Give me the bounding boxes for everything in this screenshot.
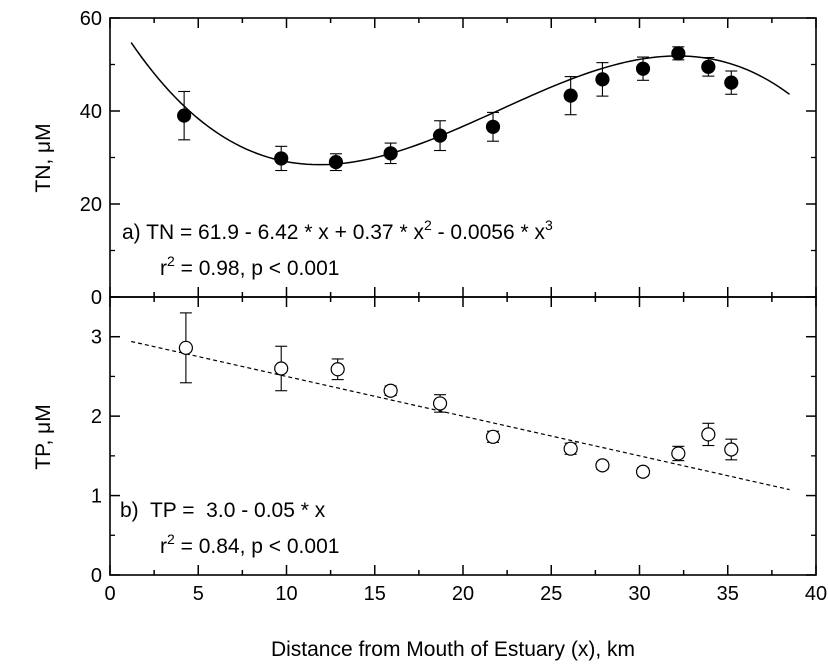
- top-data-point: [635, 61, 651, 76]
- bottom-equation-main: b) TP = 3.0 - 0.05 * x: [120, 499, 326, 522]
- top-equation-main: a) TN = 61.9 - 6.42 * x + 0.37 * x: [122, 221, 424, 244]
- bottom-data-point: [485, 429, 501, 444]
- bottom-data-point: [635, 464, 651, 479]
- top-data-point: [383, 146, 398, 161]
- bottom-data-point: [701, 427, 716, 442]
- top-y-tick-label: 40: [80, 101, 102, 123]
- top-data-point: [724, 75, 739, 90]
- bottom-data-point: [383, 383, 398, 398]
- top-data-point: [274, 151, 289, 166]
- top-data-point: [485, 119, 501, 134]
- bottom-y-axis-title: TP, μM: [32, 404, 55, 469]
- x-tick-label: 30: [628, 583, 650, 605]
- bottom-stat-r: r: [160, 535, 167, 558]
- top-stat-r: r: [160, 257, 167, 280]
- bottom-data-point: [563, 441, 578, 456]
- bottom-y-tick-label: 3: [91, 327, 102, 349]
- bottom-data-point: [595, 458, 610, 473]
- bottom-data-point: [274, 361, 289, 376]
- x-tick-label: 20: [452, 583, 474, 605]
- x-tick-label: 35: [717, 583, 739, 605]
- bottom-data-point: [671, 446, 686, 461]
- x-tick-label: 10: [275, 583, 297, 605]
- bottom-stat-rest: = 0.84, p < 0.001: [175, 535, 340, 558]
- x-axis-title: Distance from Mouth of Estuary (x), km: [271, 638, 635, 661]
- bottom-data-point: [724, 442, 739, 457]
- x-tick-label: 0: [104, 583, 115, 605]
- bottom-equation: b) TP = 3.0 - 0.05 * x: [120, 499, 326, 522]
- x-tick-label: 25: [540, 583, 562, 605]
- top-y-tick-label: 20: [80, 194, 102, 216]
- top-data-point: [563, 88, 578, 103]
- bottom-y-tick-label: 2: [91, 406, 102, 428]
- top-equation: a) TN = 61.9 - 6.42 * x + 0.37 * x2 - 0.…: [122, 217, 553, 244]
- top-statistics: r2 = 0.98, p < 0.001: [160, 253, 339, 280]
- bottom-y-tick-label: 0: [91, 565, 102, 587]
- top-data-point: [671, 46, 686, 61]
- top-stat-sup: 2: [167, 253, 175, 269]
- bottom-fit-curve: [131, 340, 790, 491]
- bottom-stat-sup: 2: [167, 531, 175, 547]
- top-data-point: [432, 128, 448, 143]
- bottom-statistics: r2 = 0.84, p < 0.001: [160, 531, 339, 558]
- top-data-point: [595, 72, 610, 87]
- top-y-tick-label: 60: [80, 8, 102, 30]
- x-tick-label: 15: [364, 583, 386, 605]
- top-data-point: [701, 59, 716, 74]
- bottom-data-point: [330, 362, 345, 377]
- top-y-axis-title: TN, μM: [32, 123, 55, 192]
- top-plot-frame: [109, 17, 817, 298]
- top-equation-sup2: 3: [545, 217, 553, 233]
- top-equation-sup1: 2: [424, 217, 432, 233]
- bottom-data-point: [178, 340, 193, 355]
- top-data-point: [177, 108, 192, 123]
- top-y-tick-label: 0: [91, 287, 102, 309]
- x-tick-label: 40: [805, 583, 827, 605]
- top-data-point: [328, 155, 344, 170]
- top-stat-rest: = 0.98, p < 0.001: [175, 257, 340, 280]
- x-tick-label: 5: [193, 583, 204, 605]
- bottom-data-point: [432, 396, 448, 411]
- top-equation-tail: - 0.0056 * x: [432, 221, 546, 244]
- top-fit-curve: [130, 42, 790, 166]
- bottom-y-tick-label: 1: [91, 486, 102, 508]
